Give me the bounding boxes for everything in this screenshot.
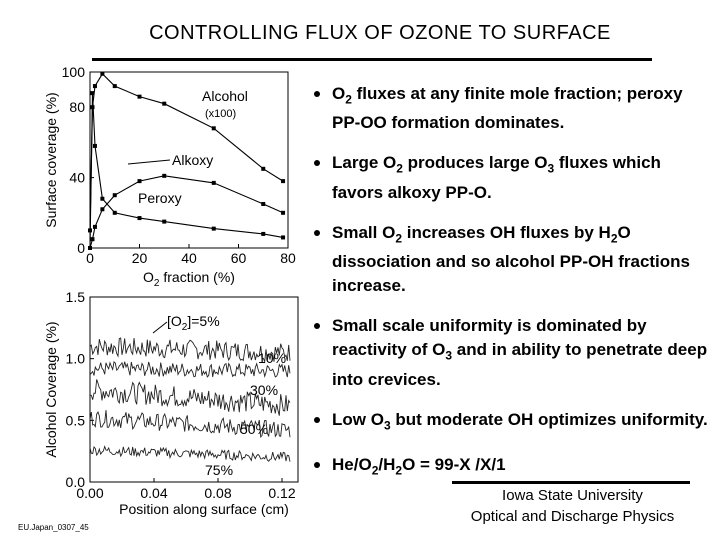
chart1-x-tick-label: 20 <box>132 250 148 266</box>
chart1-point-peroxy <box>92 143 97 148</box>
chart1-series-label-alkoxy: Alkoxy <box>172 152 213 168</box>
chart2-series-label-10pct: 10% <box>258 350 286 366</box>
chart1-series-label-alcohol: Alcohol <box>202 88 248 104</box>
chart2-series-label-50pct: 50% <box>240 421 268 437</box>
chart2-series-line-5pct <box>89 337 291 364</box>
chart1-y-tick-label: 80 <box>69 99 85 115</box>
chart2-x-tick-label: 0.08 <box>204 485 231 501</box>
chart2-y-axis-label: Alcohol Coverage (%) <box>43 321 59 457</box>
chart2-y-tick-label: 0.5 <box>66 412 86 428</box>
bullet-list: O2 fluxes at any finite mole fraction; p… <box>312 82 712 498</box>
chart1-point-peroxy <box>112 210 117 215</box>
chart1-point-alkoxy <box>90 237 95 242</box>
chart1-point-peroxy <box>261 231 266 236</box>
chart1-point-peroxy <box>88 246 92 250</box>
chart1-point-peroxy <box>211 226 216 231</box>
chart1-point-alkoxy <box>92 224 97 229</box>
chart1-point-alkoxy <box>261 202 266 206</box>
chart1-point-alcohol <box>112 84 117 89</box>
bullet-item: Low O3 but moderate OH optimizes uniform… <box>312 408 712 437</box>
chart2-series-label-30pct: 30% <box>250 382 278 398</box>
chart1-series-note-alcohol: (x100) <box>205 108 236 120</box>
chart1-y-tick-label: 40 <box>69 170 85 186</box>
bullet-dot-icon <box>314 416 320 423</box>
chart2-legend-leader <box>152 321 168 334</box>
chart2-y-tick-label: 1.5 <box>66 289 86 305</box>
chart2-y-tick-label: 0.0 <box>66 474 86 490</box>
bullet-dot-icon <box>314 461 320 468</box>
chart1-series-line-peroxy <box>89 93 284 249</box>
chart2-series-line-75pct <box>89 445 291 462</box>
chart1-point-alkoxy <box>112 193 117 198</box>
bullet-item: Small O2 increases OH fluxes by H2O diss… <box>312 221 712 298</box>
title-divider <box>92 58 652 61</box>
bullet-dot-icon <box>314 229 320 236</box>
chart1-point-alcohol <box>92 84 97 89</box>
chart1-point-alkoxy <box>137 179 142 184</box>
chart2-frame <box>89 296 299 483</box>
bullet-dot-icon <box>314 160 320 167</box>
chart2-x-tick-label: 0.04 <box>140 485 167 501</box>
chart1-y-tick-label: 100 <box>62 64 86 80</box>
bullet-dot-icon <box>314 91 320 97</box>
affiliation-group: Optical and Discharge Physics <box>470 508 675 525</box>
chart1-series-line-alkoxy <box>89 175 284 249</box>
chart1-alkoxy-leader <box>127 159 171 165</box>
chart1-point-alkoxy <box>100 207 105 212</box>
slide-footer-code: EU.Japan_0307_45 <box>18 523 89 532</box>
chart1-y-tick-label: 0 <box>77 240 85 256</box>
affiliation-university: Iowa State University <box>502 487 643 504</box>
chart1-point-peroxy <box>90 91 95 96</box>
chart2-x-tick-label: 0.00 <box>76 485 103 501</box>
chart1-point-alkoxy <box>162 173 167 178</box>
chart1-x-tick-label: 0 <box>86 250 94 266</box>
chart2-x-tick-label: 0.12 <box>268 485 295 501</box>
chart1-y-axis-label: Surface coverage (%) <box>43 92 59 227</box>
chart2-series-line-10pct <box>89 361 291 379</box>
chart1-point-peroxy <box>137 216 142 221</box>
affiliation: Iowa State University Optical and Discha… <box>450 485 695 527</box>
chart1-point-peroxy <box>162 219 167 224</box>
chart2-y-tick-label: 1.0 <box>66 351 86 367</box>
chart2-x-axis-label: Position along surface (cm) <box>119 501 289 517</box>
chart2-series-line-50pct <box>89 410 291 438</box>
chart1-point-alkoxy <box>281 210 286 215</box>
bullet-item: He/O2/H2O = 99-X /X/1 <box>312 453 712 482</box>
chart1-point-peroxy <box>281 235 286 240</box>
chart1-x-axis-label: O2 fraction (%) <box>143 269 235 289</box>
slide-title: CONTROLLING FLUX OF OZONE TO SURFACE <box>149 22 611 44</box>
chart1-point-alcohol <box>162 101 167 106</box>
chart1-point-alcohol <box>137 94 142 99</box>
chart1-point-peroxy <box>100 196 105 201</box>
chart1-x-tick-label: 60 <box>231 250 247 266</box>
chart1-series-label-peroxy: Peroxy <box>138 190 182 206</box>
bullet-item: Small scale uniformity is dominated by r… <box>312 314 712 391</box>
bullet-item: O2 fluxes at any finite mole fraction; p… <box>312 82 712 135</box>
bullet-dot-icon <box>314 323 320 330</box>
chart2-series-label-75pct: 75% <box>205 462 233 478</box>
bullet-item: Large O2 produces large O3 fluxes which … <box>312 151 712 204</box>
chart1-x-tick-label: 80 <box>280 250 296 266</box>
chart2-legend-title: [O2]=5% <box>167 313 220 333</box>
chart1-x-tick-label: 40 <box>181 250 197 266</box>
chart1-point-alcohol <box>261 166 266 171</box>
affiliation-divider <box>452 481 690 484</box>
chart1-point-alcohol <box>281 179 286 184</box>
chart2-series-line-30pct <box>89 379 291 416</box>
chart1-point-alcohol <box>100 71 105 76</box>
chart1-point-alcohol <box>211 126 216 131</box>
chart1-series-line-alcohol <box>89 72 284 231</box>
chart1-point-alkoxy <box>211 180 216 185</box>
